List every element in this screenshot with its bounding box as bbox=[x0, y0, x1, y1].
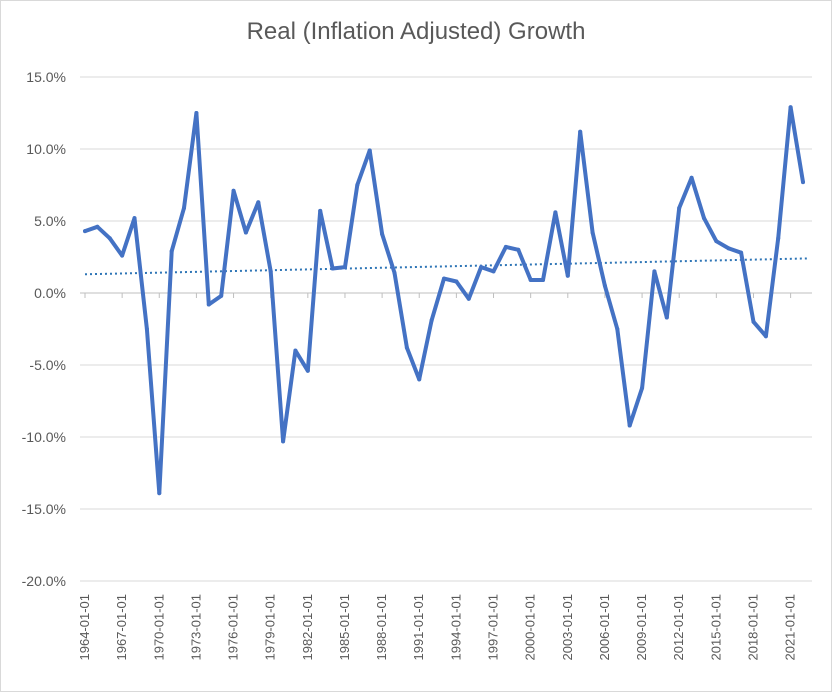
data-point bbox=[615, 327, 620, 331]
data-point bbox=[466, 296, 471, 301]
series-line bbox=[83, 105, 805, 496]
x-tick-label: 1991-01-01 bbox=[411, 594, 426, 661]
data-point bbox=[194, 111, 199, 115]
data-point bbox=[107, 236, 112, 241]
data-point bbox=[689, 175, 694, 180]
data-point bbox=[305, 368, 310, 373]
data-point bbox=[429, 318, 434, 323]
data-point bbox=[590, 230, 595, 235]
data-point bbox=[293, 348, 298, 353]
data-point bbox=[318, 208, 323, 213]
data-point bbox=[243, 230, 248, 235]
data-point bbox=[95, 224, 100, 229]
data-point bbox=[751, 319, 756, 324]
data-point bbox=[83, 229, 87, 234]
y-tick-label: -10.0% bbox=[22, 429, 66, 445]
data-point bbox=[144, 327, 149, 331]
data-point bbox=[380, 231, 385, 236]
y-tick-label: -5.0% bbox=[29, 357, 66, 373]
data-point bbox=[763, 334, 768, 339]
y-tick-label: 15.0% bbox=[26, 69, 66, 85]
data-point bbox=[701, 216, 706, 221]
y-tick-label: 5.0% bbox=[34, 213, 66, 229]
data-point bbox=[541, 278, 546, 283]
x-tick-label: 1982-01-01 bbox=[300, 594, 315, 661]
x-tick-label: 1967-01-01 bbox=[114, 594, 129, 661]
data-point bbox=[355, 183, 360, 187]
data-point bbox=[281, 439, 286, 444]
x-tick-label: 2015-01-01 bbox=[708, 594, 723, 661]
data-point bbox=[726, 246, 731, 251]
data-point bbox=[602, 283, 607, 288]
data-point bbox=[120, 253, 125, 258]
x-tick-label: 1964-01-01 bbox=[77, 594, 92, 661]
data-point bbox=[392, 270, 397, 275]
x-tick-label: 2009-01-01 bbox=[634, 594, 649, 661]
data-point bbox=[528, 278, 533, 283]
data-point bbox=[776, 236, 781, 241]
data-point bbox=[664, 315, 669, 320]
y-tick-label: -20.0% bbox=[22, 573, 66, 589]
chart-title: Real (Inflation Adjusted) Growth bbox=[246, 18, 586, 45]
x-tick-label: 1970-01-01 bbox=[151, 594, 166, 661]
data-point bbox=[219, 293, 224, 298]
data-point bbox=[157, 491, 162, 496]
x-tick-label: 2018-01-01 bbox=[745, 594, 760, 661]
data-point bbox=[442, 276, 446, 281]
data-point bbox=[256, 200, 261, 205]
data-point bbox=[739, 250, 744, 255]
trendline bbox=[84, 257, 808, 276]
x-tick-label: 1994-01-01 bbox=[448, 594, 463, 661]
x-tick-label: 1985-01-01 bbox=[337, 594, 352, 661]
data-point bbox=[788, 105, 793, 110]
data-point bbox=[479, 265, 484, 270]
data-point bbox=[330, 266, 335, 271]
data-point bbox=[342, 265, 347, 270]
x-tick-label: 2021-01-01 bbox=[783, 594, 798, 661]
data-point bbox=[801, 180, 805, 185]
data-point bbox=[652, 269, 657, 274]
data-point bbox=[231, 188, 236, 193]
x-tick-label: 1979-01-01 bbox=[263, 594, 278, 661]
x-tick-label: 1988-01-01 bbox=[374, 594, 389, 661]
data-point bbox=[640, 386, 645, 391]
x-tick-label: 2003-01-01 bbox=[560, 594, 575, 661]
y-tick-label: 0.0% bbox=[34, 285, 66, 301]
data-point bbox=[454, 279, 459, 284]
data-point bbox=[417, 377, 422, 382]
data-point bbox=[182, 206, 187, 211]
data-point bbox=[268, 269, 273, 274]
x-tick-label: 1973-01-01 bbox=[188, 594, 203, 661]
data-point bbox=[491, 269, 496, 274]
data-point bbox=[627, 423, 632, 428]
x-tick-label: 2012-01-01 bbox=[671, 594, 686, 661]
data-point bbox=[169, 249, 174, 254]
data-point bbox=[516, 247, 521, 252]
x-tick-label: 2006-01-01 bbox=[597, 594, 612, 661]
data-point bbox=[578, 129, 583, 134]
data-point bbox=[206, 302, 211, 307]
data-point bbox=[503, 244, 508, 249]
data-point bbox=[404, 345, 409, 350]
y-tick-label: -15.0% bbox=[22, 501, 66, 517]
data-point bbox=[677, 206, 682, 211]
data-point bbox=[565, 273, 570, 278]
x-tick-label: 1976-01-01 bbox=[226, 594, 241, 661]
data-point bbox=[553, 210, 558, 215]
data-point bbox=[714, 239, 719, 244]
data-point bbox=[367, 148, 372, 153]
x-tick-label: 2000-01-01 bbox=[523, 594, 538, 661]
data-point bbox=[132, 216, 137, 221]
x-tick-label: 1997-01-01 bbox=[486, 594, 501, 661]
y-tick-label: 10.0% bbox=[26, 141, 66, 157]
